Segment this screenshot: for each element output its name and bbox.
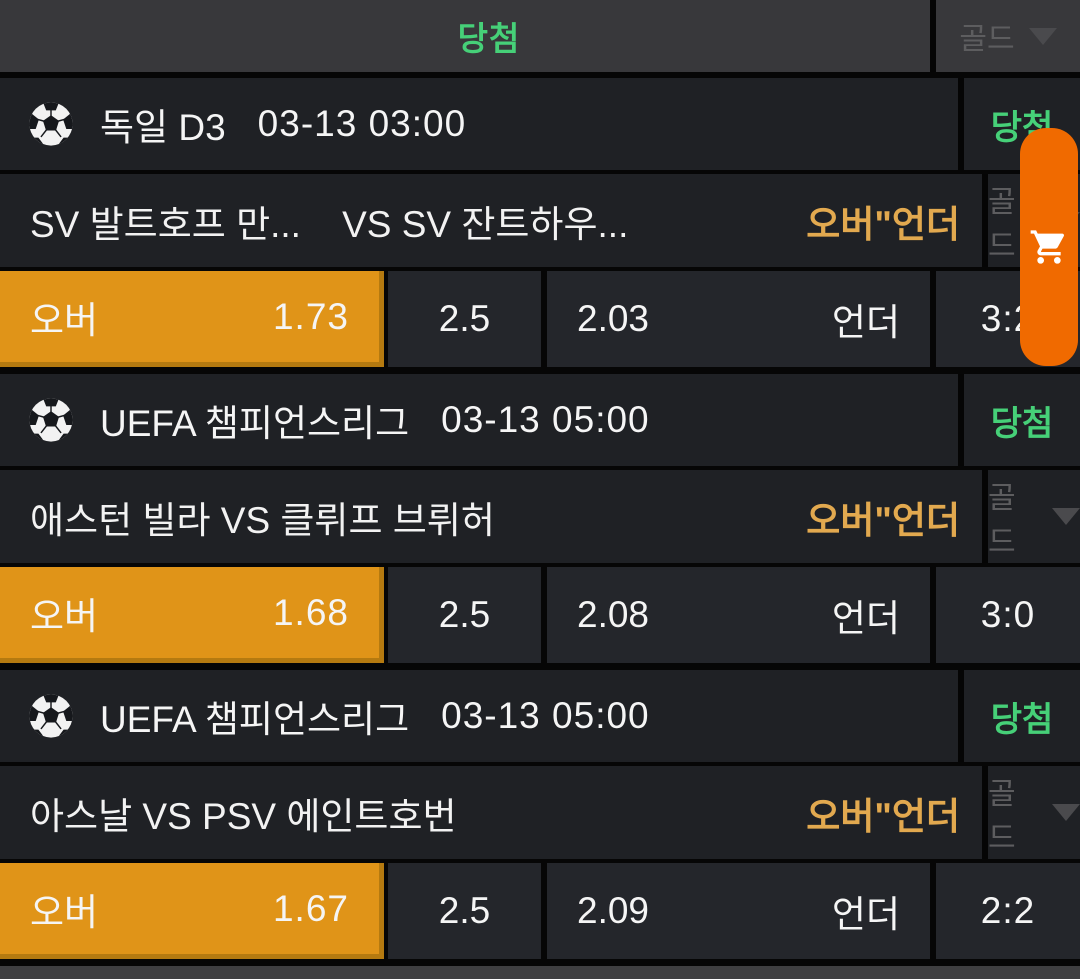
match-datetime: 03-13 03:00 [257,103,467,144]
bet-type-label: 오버"언더 [806,795,960,837]
under-label: 언더 [831,302,900,343]
header-bar: 당첨 골드 [0,0,1080,72]
under-odds: 2.09 [577,890,650,931]
under-label: 언더 [831,598,900,639]
league-name: UEFA 챔피언스리그 [100,403,410,444]
line-value: 2.5 [438,298,491,339]
under-odds: 2.08 [577,594,650,635]
account-dropdown-label: 골드 [988,185,1016,263]
account-dropdown-label: 골드 [988,481,1016,559]
under-cell[interactable]: 2.03 언더 [547,271,930,367]
status-badge: 당첨 [990,700,1054,739]
over-pick-cell[interactable]: 오버 1.73 [0,271,384,367]
pick-label: 오버 [30,891,99,933]
status-column-header: 당첨 [457,20,521,57]
line-cell: 2.5 [388,567,541,663]
score-cell: 3:0 [936,567,1080,663]
bet-section: UEFA 챔피언스리그 03-13 05:00 당첨 애스턴 빌라 VS 클뤼프… [0,374,1080,663]
match-row[interactable]: SV 발트호프 만... VS SV 잔트하우... 오버"언더 골드 [0,174,1080,267]
chevron-down-icon [1052,804,1080,821]
league-row: 독일 D3 03-13 03:00 당첨 [0,78,1080,170]
cart-icon [1030,230,1064,264]
bet-section: 독일 D3 03-13 03:00 당첨 SV 발트호프 만... VS SV … [0,78,1080,367]
account-dropdown[interactable]: 골드 [936,0,1080,72]
over-pick-cell[interactable]: 오버 1.68 [0,567,384,663]
over-pick-cell[interactable]: 오버 1.67 [0,863,384,959]
under-odds: 2.03 [577,298,650,339]
account-dropdown-label: 골드 [988,777,1016,855]
league-row: UEFA 챔피언스리그 03-13 05:00 당첨 [0,374,1080,466]
bet-type-label: 오버"언더 [806,499,960,541]
odds-row: 오버 1.73 2.5 2.03 언더 3:2 [0,271,1080,367]
line-value: 2.5 [438,890,491,931]
under-cell[interactable]: 2.08 언더 [547,567,930,663]
score-cell: 2:2 [936,863,1080,959]
bet-status-cell: 당첨 [964,374,1080,466]
match-datetime: 03-13 05:00 [441,399,650,440]
odds-row: 오버 1.67 2.5 2.09 언더 2:2 [0,863,1080,959]
league-name: UEFA 챔피언스리그 [100,699,410,740]
pick-odds: 1.73 [272,295,349,337]
account-dropdown[interactable]: 골드 [988,766,1080,859]
bet-type-label: 오버"언더 [806,203,960,245]
chevron-down-icon [1052,508,1080,525]
account-dropdown[interactable]: 골드 [988,470,1080,563]
pick-label: 오버 [30,595,99,637]
match-title: SV 발트호프 만... VS SV 잔트하우... [30,203,629,245]
account-dropdown-label: 골드 [959,23,1015,56]
bet-status-cell: 당첨 [964,670,1080,762]
score-value: 3:0 [980,594,1036,635]
header-main: 당첨 [0,0,936,72]
bet-section: UEFA 챔피언스리그 03-13 05:00 당첨 아스날 VS PSV 에인… [0,670,1080,959]
match-title: 애스턴 빌라 VS 클뤼프 브뤼허 [30,499,495,541]
bet-cart-button[interactable] [1020,128,1078,366]
match-row[interactable]: 아스날 VS PSV 에인트호번 오버"언더 골드 [0,766,1080,859]
match-row[interactable]: 애스턴 빌라 VS 클뤼프 브뤼허 오버"언더 골드 [0,470,1080,563]
soccer-ball-icon [29,102,73,146]
soccer-ball-icon [29,694,73,738]
next-section-peek [0,966,1080,979]
under-label: 언더 [831,894,900,935]
league-name: 독일 D3 [100,107,226,148]
line-cell: 2.5 [388,863,541,959]
line-cell: 2.5 [388,271,541,367]
pick-label: 오버 [30,299,99,341]
match-title: 아스날 VS PSV 에인트호번 [30,795,457,837]
under-cell[interactable]: 2.09 언더 [547,863,930,959]
match-datetime: 03-13 05:00 [441,695,650,736]
line-value: 2.5 [438,594,491,635]
pick-odds: 1.68 [272,591,349,633]
score-value: 2:2 [980,890,1036,931]
chevron-down-icon [1028,27,1057,45]
league-row: UEFA 챔피언스리그 03-13 05:00 당첨 [0,670,1080,762]
pick-odds: 1.67 [272,887,349,929]
odds-row: 오버 1.68 2.5 2.08 언더 3:0 [0,567,1080,663]
status-badge: 당첨 [990,404,1054,443]
soccer-ball-icon [29,398,73,442]
